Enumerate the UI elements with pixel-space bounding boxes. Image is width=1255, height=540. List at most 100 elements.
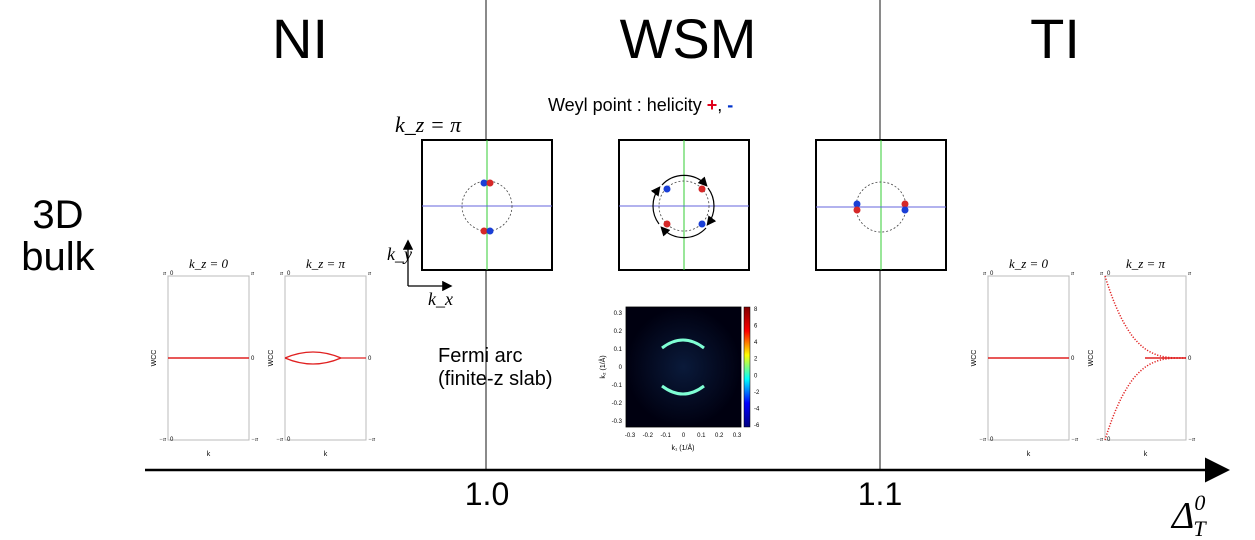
rotation-arrow xyxy=(660,226,707,239)
helicity-plus: + xyxy=(707,95,718,115)
fermi-y-tick: -0.3 xyxy=(612,419,623,425)
wcc-ylabel: WCC xyxy=(1088,350,1095,367)
weyl-helicity-note: Weyl point : helicity +, - xyxy=(548,95,733,115)
fermi-x-ticks: -0.3 -0.2 -0.1 0 0.1 0.2 0.3 xyxy=(625,433,742,439)
wcc-xlabel: k xyxy=(207,451,211,458)
wcc-zero-label: 0 xyxy=(170,437,174,443)
wcc-title: k_z = 0 xyxy=(1009,256,1049,271)
weyl-point-plus xyxy=(853,206,861,214)
rotation-arrow xyxy=(661,174,708,187)
wcc-top-label: π xyxy=(280,271,284,277)
fermi-x-tick: 0.3 xyxy=(733,433,742,439)
wcc-bottom-label: −π xyxy=(368,437,376,443)
fermi-y-tick: 0.1 xyxy=(614,347,623,353)
colorbar-tick: 6 xyxy=(754,324,758,330)
wcc-curve xyxy=(1104,357,1186,441)
fermi-y-ticks: 0.3 0.2 0.1 0 -0.1 -0.2 -0.3 xyxy=(612,311,623,425)
fermi-x-tick: -0.1 xyxy=(660,433,671,439)
wcc-top-label: π xyxy=(163,271,167,277)
wcc-curve xyxy=(1104,275,1186,359)
wcc-zero-label: 0 xyxy=(990,437,994,443)
phase-label-wsm: WSM xyxy=(620,7,757,70)
wcc-zero-label: 0 xyxy=(287,271,291,277)
fermi-x-tick: -0.2 xyxy=(643,433,654,439)
fermi-y-tick: -0.1 xyxy=(612,383,623,389)
wcc-bottom-label: −π xyxy=(276,437,284,443)
wcc-title: k_z = π xyxy=(1126,256,1166,271)
wcc-bottom-label: −π xyxy=(1188,437,1196,443)
weyl-point-minus xyxy=(853,200,861,208)
fermi-arc-sublabel: (finite-z slab) xyxy=(438,368,552,390)
wcc-top-label: π xyxy=(1071,271,1075,277)
wcc-xlabel: k xyxy=(1027,451,1031,458)
axis-tick-1: 1.0 xyxy=(465,476,509,512)
phase-label-ni: NI xyxy=(272,7,328,70)
kx-label: k_x xyxy=(428,289,453,309)
fermi-x-tick: 0.1 xyxy=(697,433,706,439)
wcc-title: k_z = π xyxy=(306,256,346,271)
wcc-zero-label: 0 xyxy=(1188,356,1192,362)
rotation-arrow xyxy=(650,186,661,225)
phase-label-ti: TI xyxy=(1030,7,1080,70)
wcc-ylabel: WCC xyxy=(971,350,978,367)
wcc-curve xyxy=(284,357,342,365)
fermi-arc-map: -0.3 -0.2 -0.1 0 0.1 0.2 0.3 0.30.20.10-0.1-0.… xyxy=(598,306,760,452)
wcc-top-label: π xyxy=(368,271,372,277)
fermi-y-tick: 0.3 xyxy=(614,311,623,317)
colorbar-tick: 4 xyxy=(754,340,758,346)
weyl-point-minus xyxy=(901,206,909,214)
colorbar-tick: -2 xyxy=(754,390,760,396)
axis-label-delta: Δ0 T xyxy=(1170,490,1207,540)
fermi-x-tick: 0 xyxy=(682,433,686,439)
bz-panel-1 xyxy=(421,139,553,271)
wcc-xlabel: k xyxy=(324,451,328,458)
colorbar-tick: 0 xyxy=(754,373,758,379)
wcc-zero-label: 0 xyxy=(990,271,994,277)
axis-tick-2: 1.1 xyxy=(858,476,902,512)
colorbar-tick: 2 xyxy=(754,357,758,363)
k-axes-indicator: k_y k_x xyxy=(387,239,453,309)
weyl-point-plus xyxy=(486,179,494,187)
row-label-bulk: bulk xyxy=(21,235,95,279)
wcc-zero-label: 0 xyxy=(1107,271,1111,277)
weyl-point-minus xyxy=(698,220,706,228)
wcc-top-label: π xyxy=(983,271,987,277)
fermi-y-tick: -0.2 xyxy=(612,401,623,407)
bz-kz-label: k_z = π xyxy=(395,112,462,137)
wcc-bottom-label: −π xyxy=(251,437,259,443)
fermi-y-tick: 0.2 xyxy=(614,329,623,335)
wcc-top-label: π xyxy=(1100,271,1104,277)
rotation-arrow xyxy=(706,187,717,226)
wcc-ylabel: WCC xyxy=(151,350,158,367)
ky-label: k_y xyxy=(387,244,412,264)
wcc-bottom-label: −π xyxy=(1071,437,1079,443)
colorbar-tick: -6 xyxy=(754,423,760,429)
fermi-x-tick: 0.2 xyxy=(715,433,724,439)
wcc-zero-label: 0 xyxy=(1071,356,1075,362)
fermi-xlabel: k₁ (1/Å) xyxy=(672,443,695,452)
weyl-point-plus xyxy=(663,220,671,228)
bz-panel-3 xyxy=(815,139,947,271)
bz-panel-2 xyxy=(618,139,750,271)
fermi-x-tick: -0.3 xyxy=(625,433,636,439)
fermi-ylabel: k₂ (1/Å) xyxy=(598,355,607,378)
wcc-zero-label: 0 xyxy=(287,437,291,443)
weyl-point-minus xyxy=(480,179,488,187)
weyl-point-minus xyxy=(486,227,494,235)
weyl-point-plus xyxy=(901,200,909,208)
weyl-point-plus xyxy=(698,185,706,193)
colorbar-ticks: 8 6 4 2 0 -2 -4 -6 xyxy=(754,307,760,429)
fermi-y-tick: 0 xyxy=(619,365,623,371)
weyl-point-plus xyxy=(480,227,488,235)
wcc-xlabel: k xyxy=(1144,451,1148,458)
wcc-top-label: π xyxy=(1188,271,1192,277)
wcc-bottom-label: −π xyxy=(159,437,167,443)
wcc-bottom-label: −π xyxy=(1096,437,1104,443)
